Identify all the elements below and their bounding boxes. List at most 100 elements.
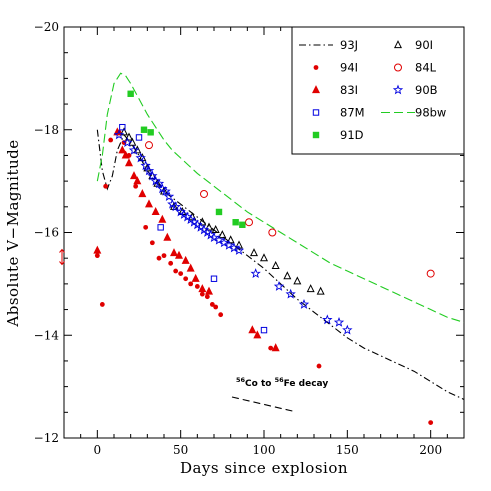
- point-84l: [426, 269, 435, 278]
- point-83i: [124, 158, 134, 167]
- decay-annotation: 56Co to 56Fe decay: [231, 376, 328, 412]
- point-90b: [122, 137, 133, 148]
- legend-swatch-90i: [393, 40, 403, 49]
- point-90i: [249, 248, 259, 257]
- point-83i: [163, 232, 172, 241]
- decay-line: [231, 396, 293, 412]
- point-94i: [199, 291, 205, 297]
- x-tick-label: 50: [173, 443, 188, 457]
- point-90i: [218, 230, 227, 239]
- x-tick-label: 0: [94, 443, 102, 457]
- point-94i: [143, 224, 149, 230]
- point-94i: [428, 420, 434, 425]
- point-90i: [283, 271, 292, 280]
- x-tick-label: 200: [419, 443, 442, 457]
- point-90i: [306, 284, 315, 293]
- point-94i: [168, 260, 174, 266]
- legend-label-87m: 87M: [340, 106, 365, 120]
- point-83i: [271, 343, 280, 352]
- point-83i: [138, 189, 147, 198]
- point-90b: [143, 165, 155, 176]
- point-91d: [140, 126, 148, 133]
- point-94i: [218, 312, 224, 318]
- point-84l: [145, 141, 153, 150]
- point-90i: [198, 217, 207, 226]
- point-91d: [215, 208, 223, 216]
- point-90i: [133, 145, 142, 154]
- point-94i: [204, 294, 210, 300]
- point-83i: [144, 199, 154, 208]
- point-94i: [103, 183, 109, 189]
- y-tick-label: −18: [34, 123, 59, 137]
- point-83i: [133, 176, 142, 185]
- point-91d: [232, 219, 239, 226]
- point-90b: [322, 314, 333, 325]
- point-87m: [157, 224, 164, 231]
- y-tick-label: −20: [34, 20, 59, 34]
- point-94i: [213, 304, 219, 310]
- x-tick-label: 150: [336, 443, 359, 457]
- point-83i: [191, 273, 200, 282]
- point-94i: [133, 183, 139, 189]
- point-83i: [118, 145, 127, 154]
- legend-swatch-90b: [392, 84, 404, 95]
- point-87m: [210, 275, 218, 282]
- point-83i: [181, 255, 190, 264]
- legend-swatch-83i: [311, 85, 321, 94]
- point-94i: [173, 268, 179, 274]
- point-94i: [268, 345, 274, 351]
- point-84l: [200, 189, 208, 198]
- y-axis-title: Absolute V−Magnitude: [4, 139, 22, 327]
- point-90i: [316, 286, 325, 295]
- point-83i: [198, 284, 207, 293]
- point-91d: [127, 90, 134, 97]
- series-line-93j: [96, 129, 464, 400]
- point-84l: [268, 228, 277, 237]
- point-94i: [99, 302, 105, 307]
- point-94i: [178, 271, 184, 276]
- point-90b: [250, 268, 261, 279]
- point-87m: [135, 134, 143, 141]
- point-90b: [213, 234, 225, 245]
- point-83i: [174, 250, 184, 259]
- point-90b: [160, 185, 171, 196]
- point-94i: [156, 255, 162, 261]
- point-83i: [204, 286, 214, 295]
- point-90i: [204, 222, 214, 231]
- legend-swatch-87m: [312, 109, 320, 116]
- point-87m: [260, 326, 268, 334]
- point-90i: [119, 127, 129, 136]
- point-83i: [186, 263, 195, 272]
- legend-box: [291, 26, 465, 155]
- point-90i: [211, 225, 220, 234]
- point-90b: [208, 232, 220, 243]
- point-90i: [293, 276, 302, 285]
- point-94i: [94, 253, 100, 259]
- legend-label-83i: 83I: [340, 83, 358, 97]
- y-tick-label: −14: [34, 328, 60, 342]
- point-94i: [108, 137, 114, 143]
- point-84l: [245, 218, 253, 227]
- point-94i: [161, 253, 167, 259]
- legend-label-98bw: 98bw: [415, 106, 446, 120]
- y-tick-label: −12: [34, 431, 59, 445]
- point-90i: [271, 260, 280, 269]
- point-90b: [273, 280, 285, 291]
- x-axis-title: Days since explosion: [180, 459, 348, 477]
- point-83i: [151, 207, 160, 216]
- legend-swatch-94i: [313, 65, 319, 70]
- point-90b: [140, 160, 151, 171]
- point-91d: [239, 221, 246, 228]
- point-90b: [163, 191, 175, 201]
- point-90b: [153, 178, 165, 189]
- point-90b: [135, 152, 146, 163]
- legend-swatch-84l: [394, 63, 402, 72]
- point-83i: [121, 150, 130, 159]
- point-83i: [93, 245, 102, 254]
- point-94i: [183, 276, 189, 282]
- point-90i: [234, 240, 244, 249]
- point-91d: [147, 129, 154, 136]
- legend-swatch-91d: [312, 131, 320, 139]
- point-90b: [128, 144, 140, 155]
- point-90i: [226, 235, 235, 244]
